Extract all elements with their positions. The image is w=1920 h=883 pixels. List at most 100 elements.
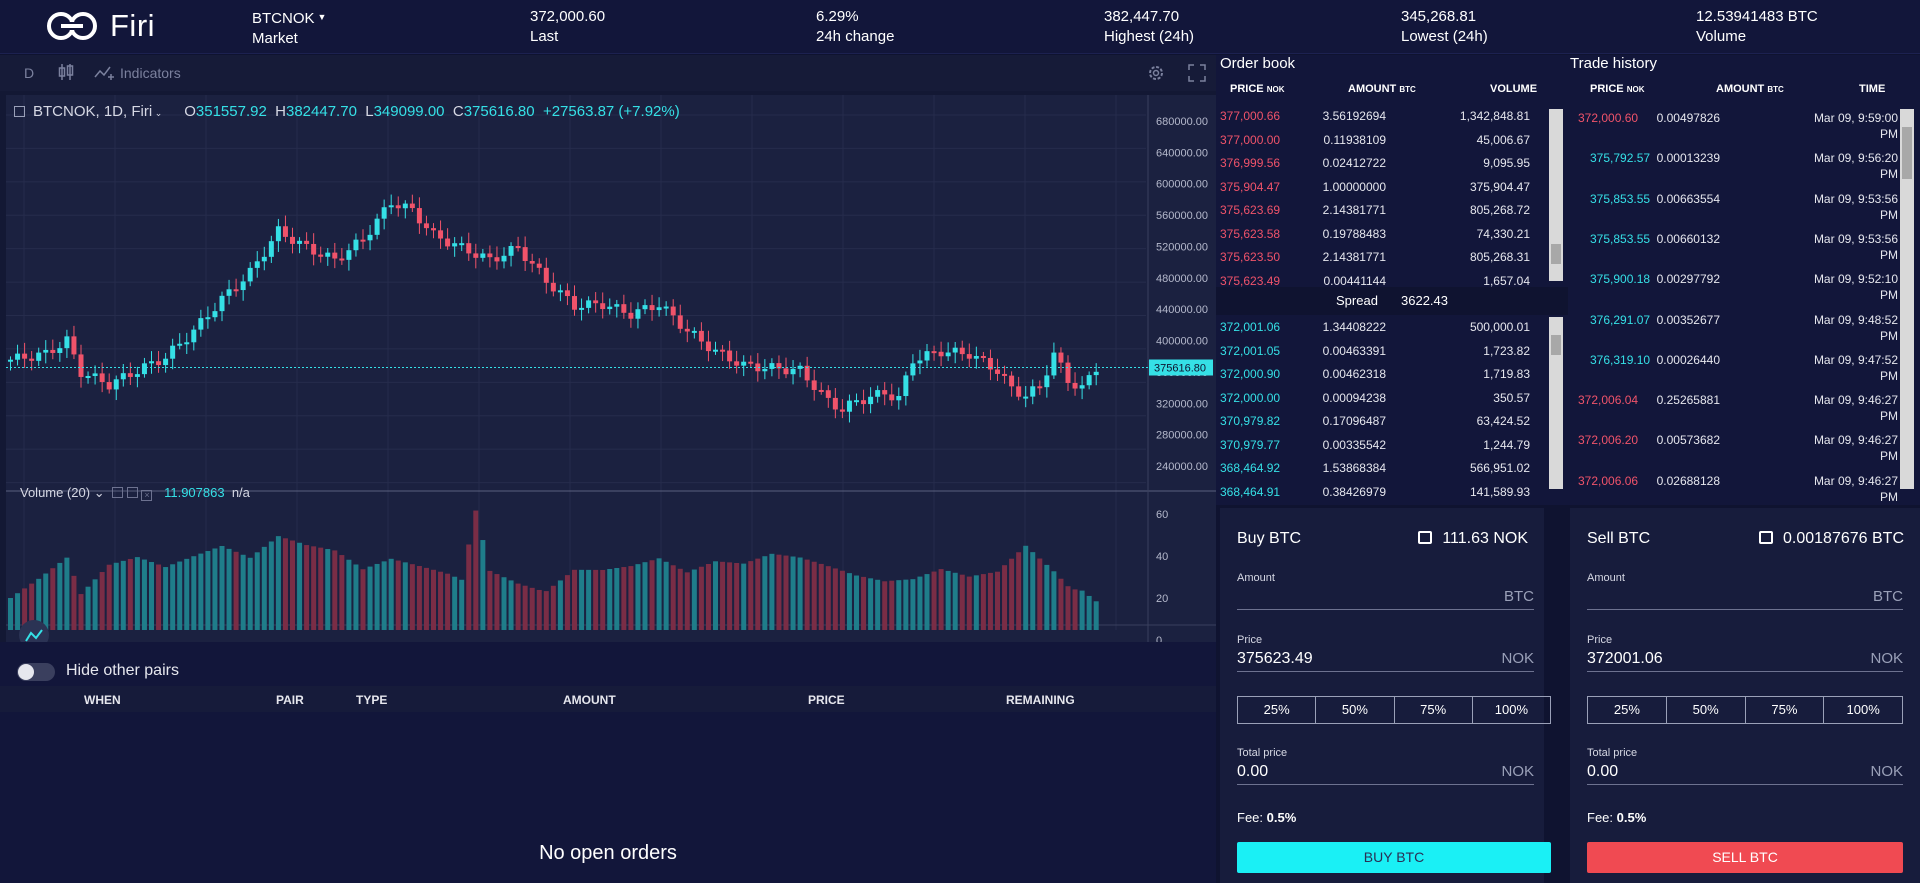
candle <box>99 373 105 383</box>
candles-icon[interactable] <box>58 63 74 84</box>
volume-bar <box>727 562 733 630</box>
hide-pairs-toggle[interactable] <box>17 663 55 681</box>
trades-scrollbar[interactable] <box>1900 109 1914 489</box>
interval-button[interactable]: D <box>24 65 35 81</box>
buy-amount-input[interactable]: BTC <box>1237 584 1534 610</box>
hide-pairs-label[interactable]: Hide other pairs <box>66 662 179 679</box>
sell-25-button[interactable]: 25% <box>1588 697 1667 723</box>
bid-row[interactable]: 370,979.77 0.00335542 1,244.79 <box>1216 433 1546 457</box>
firi-logo[interactable]: Firi <box>46 8 155 44</box>
sell-100-button[interactable]: 100% <box>1846 702 1880 717</box>
ask-row[interactable]: 377,000.00 0.11938109 45,006.67 <box>1216 128 1546 152</box>
volume-bar <box>705 563 711 630</box>
gear-icon[interactable] <box>1146 63 1166 86</box>
volume-bar <box>459 579 465 630</box>
volume-bar <box>466 544 472 630</box>
trade-row[interactable]: 372,006.04 0.25265881 Mar 09, 9:46:27 PM <box>1568 388 1898 426</box>
candle <box>649 305 655 311</box>
col-type[interactable]: TYPE <box>356 693 388 707</box>
trade-row[interactable]: 372,006.06 0.02688128 Mar 09, 9:46:27 PM <box>1568 469 1898 507</box>
asks-scrollbar[interactable] <box>1549 109 1563 281</box>
volume-study-label[interactable]: Volume (20) <box>20 485 91 500</box>
sell-50-button[interactable]: 50% <box>1667 697 1746 723</box>
volume-bar <box>120 560 126 630</box>
col-amount[interactable]: AMOUNT <box>563 693 616 707</box>
bid-row[interactable]: 368,464.92 1.53868384 566,951.02 <box>1216 456 1546 480</box>
volume-bar <box>684 572 690 630</box>
price-chart[interactable]: 680000.00 640000.00 600000.00 560000.00 5200… <box>6 95 1216 687</box>
candle <box>226 289 232 296</box>
col-remaining[interactable]: REMAINING <box>1006 693 1075 707</box>
sell-price-input[interactable]: 372001.06 NOK <box>1587 646 1903 672</box>
buy-75-button[interactable]: 75% <box>1395 697 1473 723</box>
bid-row[interactable]: 372,001.06 1.34408222 500,000.01 <box>1216 315 1546 339</box>
ask-row[interactable]: 375,623.69 2.14381771 805,268.72 <box>1216 198 1546 222</box>
low-value: 345,268.81 <box>1401 8 1477 25</box>
sell-amount-input[interactable]: BTC <box>1587 584 1903 610</box>
col-when[interactable]: WHEN <box>84 693 121 707</box>
indicators-button[interactable]: Indicators <box>120 65 181 81</box>
candle <box>748 361 754 364</box>
buy-button[interactable]: BUY BTC <box>1237 842 1551 873</box>
bid-row[interactable]: 372,000.90 0.00462318 1,719.83 <box>1216 362 1546 386</box>
sell-75-button[interactable]: 75% <box>1746 697 1825 723</box>
eye-icon[interactable] <box>112 487 124 498</box>
volume-bar <box>43 573 49 630</box>
trade-row[interactable]: 375,853.55 0.00660132 Mar 09, 9:53:56 PM <box>1568 227 1898 265</box>
ask-row[interactable]: 375,623.49 0.00441144 1,657.04 <box>1216 269 1546 293</box>
trade-row[interactable]: 376,291.07 0.00352677 Mar 09, 9:48:52 PM <box>1568 308 1898 346</box>
volume-bar <box>275 536 281 630</box>
trade-row[interactable]: 372,006.20 0.00573682 Mar 09, 9:46:27 PM <box>1568 428 1898 466</box>
ask-row[interactable]: 377,000.66 3.56192694 1,342,848.81 <box>1216 104 1546 128</box>
col-pair[interactable]: PAIR <box>276 693 304 707</box>
bid-row[interactable]: 368,464.91 0.38426979 141,589.93 <box>1216 480 1546 504</box>
buy-price-input[interactable]: 375623.49 NOK <box>1237 646 1534 672</box>
bid-row[interactable]: 370,979.82 0.17096487 63,424.52 <box>1216 409 1546 433</box>
fullscreen-icon[interactable] <box>1188 64 1206 85</box>
trade-row[interactable]: 372,000.60 0.00497826 Mar 09, 9:59:00 PM <box>1568 106 1898 144</box>
sell-total-input[interactable]: 0.00 NOK <box>1587 759 1903 785</box>
buy-total-input[interactable]: 0.00 NOK <box>1237 759 1534 785</box>
volume-bar <box>1065 586 1071 630</box>
trade-row[interactable]: 375,853.55 0.00663554 Mar 09, 9:53:56 PM <box>1568 187 1898 225</box>
ask-volume: 805,268.31 <box>1469 250 1530 264</box>
indicators-icon[interactable] <box>94 63 116 84</box>
trade-history: Trade history PRICE NOK AMOUNT BTC TIME … <box>1568 55 1920 505</box>
candle <box>297 240 303 244</box>
ask-row[interactable]: 375,623.50 2.14381771 805,268.31 <box>1216 245 1546 269</box>
symbol-label[interactable]: BTCNOK, 1D, Firi <box>33 103 153 120</box>
col-price[interactable]: PRICE <box>808 693 845 707</box>
buy-25-button[interactable]: 25% <box>1238 697 1317 723</box>
ask-row[interactable]: 375,623.58 0.19788483 74,330.21 <box>1216 222 1546 246</box>
settings-icon[interactable] <box>126 487 138 498</box>
bid-volume: 1,719.83 <box>1483 367 1530 381</box>
spread-label: Spread <box>1336 293 1378 308</box>
market-selector[interactable]: BTCNOK ▼ Market <box>252 7 326 49</box>
candle <box>198 318 204 330</box>
candle <box>452 243 458 247</box>
candle <box>515 246 521 249</box>
ask-row[interactable]: 376,999.56 0.02412722 9,095.95 <box>1216 151 1546 175</box>
bid-row[interactable]: 372,000.00 0.00094238 350.57 <box>1216 386 1546 410</box>
chevron-down-icon[interactable]: ⌄ <box>152 108 163 118</box>
volume-bar <box>332 550 338 630</box>
candle <box>635 309 641 319</box>
ask-row[interactable]: 375,904.47 1.00000000 375,904.47 <box>1216 175 1546 199</box>
bid-row[interactable]: 372,001.05 0.00463391 1,723.82 <box>1216 339 1546 363</box>
chart-canvas[interactable]: 680000.00 640000.00 600000.00 560000.00 5200… <box>6 95 1216 687</box>
buy-50-button[interactable]: 50% <box>1316 697 1395 723</box>
candle <box>106 382 112 390</box>
collapse-icon[interactable] <box>14 106 25 117</box>
buy-100-button[interactable]: 100% <box>1494 702 1528 717</box>
candle <box>184 342 190 345</box>
volume-bar <box>868 578 874 630</box>
trade-row[interactable]: 376,319.10 0.00026440 Mar 09, 9:47:52 PM <box>1568 348 1898 386</box>
trade-price: 372,006.06 <box>1578 473 1639 488</box>
trade-row[interactable]: 375,900.18 0.00297792 Mar 09, 9:52:10 PM <box>1568 267 1898 305</box>
chevron-down-icon[interactable]: ⌄ <box>90 485 109 500</box>
trade-row[interactable]: 375,792.57 0.00013239 Mar 09, 9:56:20 PM <box>1568 146 1898 184</box>
close-icon[interactable]: × <box>141 490 153 501</box>
candle <box>219 295 225 312</box>
sell-button[interactable]: SELL BTC <box>1587 842 1903 873</box>
bids-scrollbar[interactable] <box>1549 317 1563 489</box>
